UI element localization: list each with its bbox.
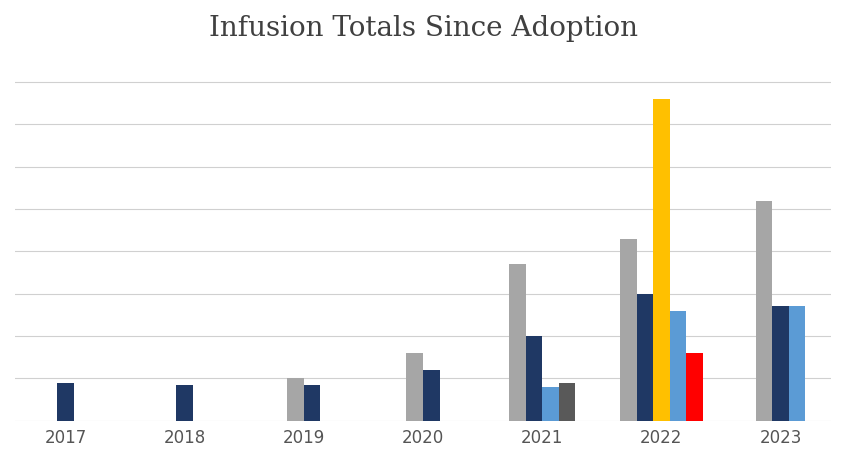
Title: Infusion Totals Since Adoption: Infusion Totals Since Adoption xyxy=(208,15,638,42)
Bar xyxy=(176,385,193,421)
Bar xyxy=(304,385,321,421)
Bar xyxy=(58,383,74,421)
Bar xyxy=(670,310,686,421)
Bar xyxy=(620,239,637,421)
Bar xyxy=(755,201,772,421)
Bar xyxy=(423,370,440,421)
Bar xyxy=(772,306,788,421)
Bar xyxy=(653,99,670,421)
Bar xyxy=(542,387,558,421)
Bar xyxy=(637,294,653,421)
Bar xyxy=(525,336,542,421)
Bar xyxy=(509,264,525,421)
Bar xyxy=(686,353,703,421)
Bar xyxy=(406,353,423,421)
Bar xyxy=(288,378,304,421)
Bar xyxy=(788,306,805,421)
Bar xyxy=(558,383,575,421)
